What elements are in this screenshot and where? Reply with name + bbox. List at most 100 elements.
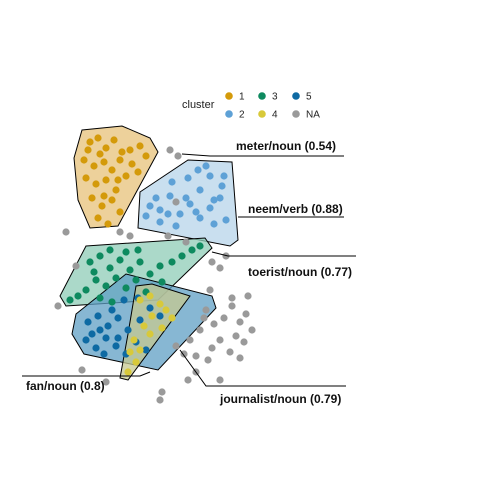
- na-point: [158, 388, 166, 396]
- point-cluster-5: [88, 330, 96, 338]
- legend-label-4: 4: [272, 110, 278, 121]
- na-point: [240, 338, 248, 346]
- na-point: [196, 326, 204, 334]
- point-cluster-3: [126, 266, 134, 274]
- point-cluster-1: [100, 192, 108, 200]
- na-point: [216, 376, 224, 384]
- point-cluster-2: [210, 196, 218, 204]
- point-cluster-5: [124, 326, 132, 334]
- point-cluster-4: [158, 324, 166, 332]
- point-cluster-4: [136, 296, 144, 304]
- point-cluster-1: [80, 156, 88, 164]
- point-cluster-3: [122, 284, 130, 292]
- point-cluster-1: [98, 202, 106, 210]
- point-cluster-1: [110, 136, 118, 144]
- point-cluster-2: [218, 182, 226, 190]
- legend-swatch-3: [258, 92, 266, 100]
- point-cluster-1: [126, 146, 134, 154]
- na-point: [54, 302, 62, 310]
- leader-line-cluster-1: [181, 153, 344, 157]
- point-cluster-2: [192, 208, 200, 216]
- point-cluster-4: [130, 336, 138, 344]
- na-point: [248, 326, 256, 334]
- legend-label-3: 3: [272, 92, 278, 103]
- point-cluster-3: [132, 276, 140, 284]
- point-cluster-3: [96, 252, 104, 260]
- point-cluster-2: [206, 172, 214, 180]
- na-point: [164, 232, 172, 240]
- label-cluster-3: toerist/noun (0.77): [248, 265, 352, 279]
- point-cluster-2: [186, 200, 194, 208]
- point-cluster-2: [222, 216, 230, 224]
- point-cluster-2: [146, 202, 154, 210]
- point-cluster-4: [168, 314, 176, 322]
- na-point: [78, 366, 86, 374]
- point-cluster-4: [162, 306, 170, 314]
- point-cluster-5: [102, 334, 110, 342]
- legend-swatch-2: [225, 110, 233, 118]
- na-point: [210, 320, 218, 328]
- na-point: [216, 264, 224, 272]
- na-points: [54, 146, 256, 404]
- point-cluster-5: [82, 336, 90, 344]
- na-point: [72, 262, 80, 270]
- point-cluster-3: [86, 258, 94, 266]
- point-cluster-5: [100, 350, 108, 358]
- na-point: [208, 344, 216, 352]
- point-cluster-1: [82, 174, 90, 182]
- point-cluster-3: [136, 258, 144, 266]
- na-point: [156, 396, 164, 404]
- point-cluster-1: [128, 160, 136, 168]
- point-cluster-3: [82, 286, 90, 294]
- legend: cluster 1 3 5 2 4 NA: [182, 92, 320, 121]
- point-cluster-4: [140, 322, 148, 330]
- point-cluster-2: [156, 218, 164, 226]
- point-cluster-5: [108, 306, 116, 314]
- point-cluster-4: [156, 300, 164, 308]
- point-cluster-3: [108, 298, 116, 306]
- point-cluster-3: [106, 246, 114, 254]
- point-cluster-1: [108, 196, 116, 204]
- point-cluster-2: [168, 178, 176, 186]
- point-cluster-2: [216, 194, 224, 202]
- point-cluster-5: [96, 326, 104, 334]
- point-cluster-5: [114, 314, 122, 322]
- point-cluster-1: [116, 208, 124, 216]
- point-cluster-1: [112, 186, 120, 194]
- point-cluster-5: [112, 342, 120, 350]
- point-cluster-2: [184, 174, 192, 182]
- legend-label-2: 2: [239, 110, 245, 121]
- point-cluster-3: [146, 270, 154, 278]
- legend-swatch-5: [292, 92, 300, 100]
- point-cluster-3: [96, 294, 104, 302]
- cluster-points: [66, 134, 230, 376]
- point-cluster-2: [164, 210, 172, 218]
- legend-title: cluster: [182, 99, 215, 111]
- na-point: [126, 232, 134, 240]
- na-point: [228, 302, 236, 310]
- na-point: [244, 292, 252, 300]
- point-cluster-1: [86, 138, 94, 146]
- na-point: [102, 378, 110, 386]
- point-cluster-1: [136, 142, 144, 150]
- legend-label-5: 5: [306, 92, 312, 103]
- point-cluster-5: [156, 312, 164, 320]
- point-cluster-3: [92, 276, 100, 284]
- point-cluster-3: [168, 258, 176, 266]
- label-cluster-1: meter/noun (0.54): [236, 139, 336, 153]
- legend-label-1: 1: [239, 92, 245, 103]
- legend-swatch-na: [292, 110, 300, 118]
- legend-swatch-4: [258, 110, 266, 118]
- point-cluster-2: [220, 172, 228, 180]
- point-cluster-5: [114, 334, 122, 342]
- point-cluster-2: [196, 186, 204, 194]
- point-cluster-2: [176, 210, 184, 218]
- point-cluster-3: [188, 246, 196, 254]
- point-cluster-1: [114, 176, 122, 184]
- point-cluster-5: [146, 304, 154, 312]
- point-cluster-3: [116, 256, 124, 264]
- na-point: [242, 310, 250, 318]
- point-cluster-1: [96, 150, 104, 158]
- na-point: [208, 258, 216, 266]
- point-cluster-5: [92, 344, 100, 352]
